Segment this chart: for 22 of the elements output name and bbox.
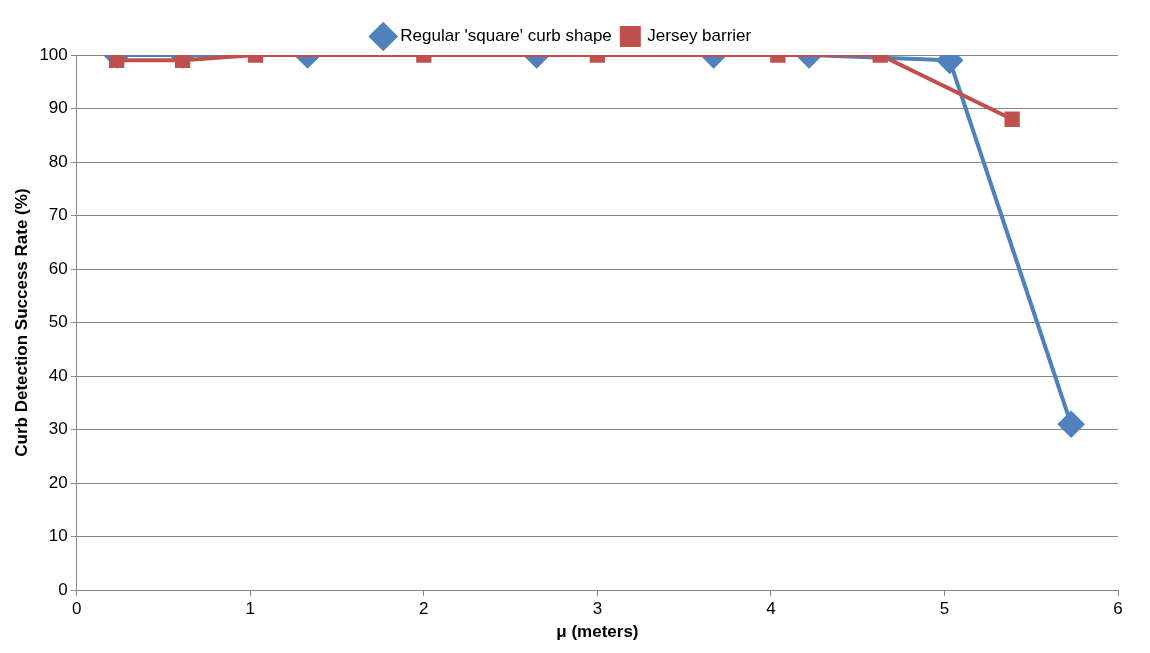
y-tick-label: 40 — [48, 365, 68, 385]
x-tick-label: 6 — [1113, 599, 1123, 619]
y-tick-label: 10 — [48, 526, 68, 546]
x-tick-label: 2 — [419, 599, 429, 619]
y-tick-label: 90 — [48, 98, 68, 118]
x-tick-label: 1 — [245, 599, 256, 619]
y-tick-label: 70 — [48, 205, 68, 225]
x-tick-label: 5 — [939, 599, 950, 619]
y-tick-label: 80 — [48, 151, 68, 171]
x-tick-label: 4 — [766, 599, 776, 619]
x-tick-label: 3 — [592, 599, 603, 619]
legend-label: Jersey barrier — [647, 26, 752, 46]
y-axis-title: Curb Detection Success Rate (%) — [11, 188, 31, 457]
legend-label: Regular 'square' curb shape — [400, 26, 612, 46]
y-tick-label: 50 — [48, 312, 68, 332]
y-tick-label: 60 — [48, 258, 68, 278]
y-tick-label: 0 — [58, 579, 68, 599]
y-tick-label: 30 — [48, 419, 68, 439]
x-tick-label: 0 — [72, 599, 82, 619]
y-tick-label: 20 — [48, 472, 68, 492]
y-tick-label: 100 — [39, 44, 68, 64]
x-axis-title: μ (meters) — [556, 622, 639, 642]
